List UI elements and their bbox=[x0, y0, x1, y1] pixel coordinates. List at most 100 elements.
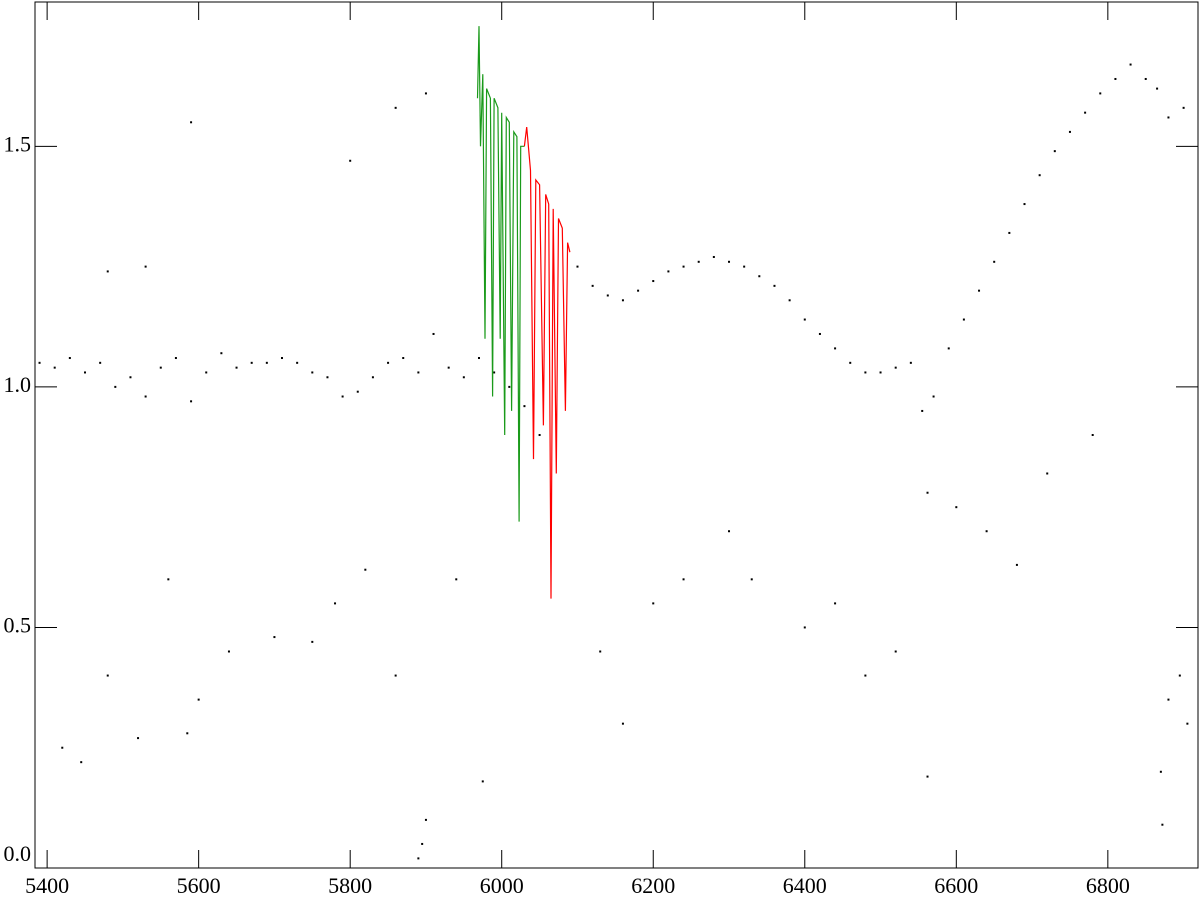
data-point bbox=[621, 299, 624, 302]
data-point bbox=[1053, 150, 1056, 153]
data-point bbox=[849, 361, 852, 364]
data-point bbox=[311, 371, 314, 374]
data-point bbox=[864, 674, 867, 677]
data-point bbox=[728, 260, 731, 263]
data-point bbox=[38, 361, 41, 364]
data-point bbox=[190, 400, 193, 403]
data-point bbox=[447, 366, 450, 369]
data-point bbox=[682, 578, 685, 581]
data-point bbox=[1008, 231, 1011, 234]
data-point bbox=[652, 602, 655, 605]
data-point bbox=[220, 352, 223, 355]
data-point bbox=[978, 289, 981, 292]
data-point bbox=[523, 405, 526, 408]
data-point bbox=[758, 275, 761, 278]
data-point bbox=[621, 722, 624, 725]
data-point bbox=[1084, 111, 1087, 114]
y-tick-label: 1.5 bbox=[4, 131, 32, 156]
data-point bbox=[1167, 116, 1170, 119]
data-point bbox=[265, 361, 268, 364]
data-point bbox=[1068, 130, 1071, 133]
data-point bbox=[576, 265, 579, 268]
x-tick-label: 6400 bbox=[783, 873, 827, 898]
data-point bbox=[894, 650, 897, 653]
data-point bbox=[129, 376, 132, 379]
data-point bbox=[186, 732, 189, 735]
data-point bbox=[926, 491, 929, 494]
data-point bbox=[712, 255, 715, 258]
data-point bbox=[250, 361, 253, 364]
data-point bbox=[947, 347, 950, 350]
data-point bbox=[591, 284, 594, 287]
data-point bbox=[864, 371, 867, 374]
data-point bbox=[1156, 87, 1159, 90]
data-point bbox=[432, 332, 435, 335]
data-point bbox=[205, 371, 208, 374]
data-point bbox=[296, 361, 299, 364]
data-point bbox=[993, 260, 996, 263]
data-point bbox=[167, 578, 170, 581]
data-point bbox=[1023, 203, 1026, 206]
data-point bbox=[477, 357, 480, 360]
y-tick-label: 0.0 bbox=[4, 841, 32, 866]
spectrum-line bbox=[476, 26, 525, 522]
data-point bbox=[834, 602, 837, 605]
data-point bbox=[341, 395, 344, 398]
spectrum-line bbox=[523, 127, 571, 599]
data-point bbox=[508, 385, 511, 388]
x-tick-label: 5400 bbox=[25, 873, 69, 898]
data-point bbox=[1114, 77, 1117, 80]
data-point bbox=[144, 395, 147, 398]
data-point bbox=[159, 366, 162, 369]
data-point bbox=[455, 578, 458, 581]
data-point bbox=[697, 260, 700, 263]
data-point bbox=[462, 376, 465, 379]
data-point bbox=[1186, 722, 1189, 725]
data-point bbox=[1046, 472, 1049, 475]
data-point bbox=[909, 361, 912, 364]
data-point bbox=[818, 332, 821, 335]
plot-frame bbox=[34, 1, 1199, 869]
data-point bbox=[334, 602, 337, 605]
data-point bbox=[356, 390, 359, 393]
data-point bbox=[879, 371, 882, 374]
data-point bbox=[773, 284, 776, 287]
data-point bbox=[1091, 434, 1094, 436]
data-point bbox=[1099, 92, 1102, 95]
data-point bbox=[728, 530, 731, 533]
data-point bbox=[637, 289, 640, 292]
data-point bbox=[921, 409, 924, 412]
data-point bbox=[803, 626, 806, 629]
data-point bbox=[1167, 698, 1170, 701]
data-point bbox=[61, 746, 64, 749]
data-point bbox=[743, 265, 746, 268]
data-point bbox=[273, 636, 276, 639]
data-point bbox=[364, 568, 367, 571]
data-point bbox=[926, 775, 929, 778]
data-point bbox=[652, 280, 655, 283]
data-point bbox=[1038, 174, 1041, 177]
data-point bbox=[667, 270, 670, 273]
data-point bbox=[424, 818, 427, 821]
data-point bbox=[894, 366, 897, 369]
data-point bbox=[114, 385, 117, 388]
data-point bbox=[1178, 674, 1181, 677]
data-point bbox=[962, 318, 965, 321]
data-point bbox=[932, 395, 935, 398]
data-point bbox=[235, 366, 238, 369]
y-tick-label: 0.5 bbox=[4, 612, 32, 637]
data-point bbox=[538, 434, 541, 436]
data-point bbox=[682, 265, 685, 268]
data-point bbox=[955, 506, 958, 509]
data-point bbox=[311, 640, 314, 643]
data-point bbox=[106, 674, 109, 677]
data-point bbox=[1161, 823, 1164, 826]
data-point bbox=[985, 530, 988, 533]
y-tick-label: 1.0 bbox=[4, 372, 32, 397]
data-point bbox=[190, 121, 193, 124]
x-tick-label: 5800 bbox=[328, 873, 372, 898]
data-point bbox=[1129, 63, 1132, 66]
data-point bbox=[1144, 77, 1147, 80]
data-point bbox=[424, 92, 427, 95]
